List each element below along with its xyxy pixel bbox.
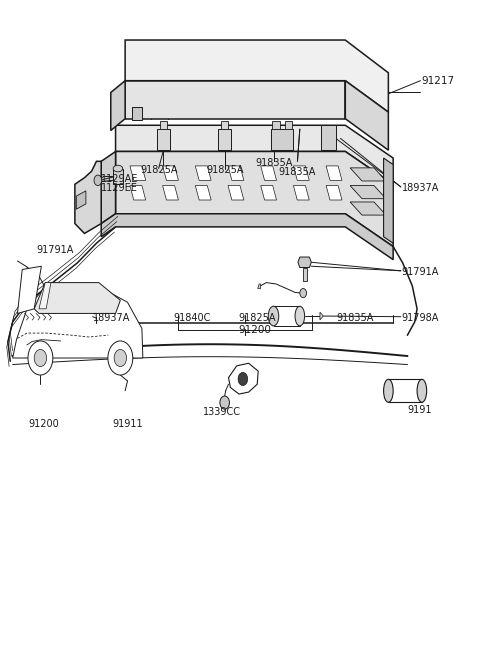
Polygon shape: [228, 166, 244, 180]
Text: 91200: 91200: [238, 325, 271, 336]
Polygon shape: [163, 166, 179, 180]
Polygon shape: [195, 166, 211, 180]
Polygon shape: [76, 191, 86, 209]
Ellipse shape: [268, 306, 279, 326]
Polygon shape: [285, 122, 292, 129]
Polygon shape: [160, 122, 167, 129]
Polygon shape: [218, 129, 231, 150]
Polygon shape: [350, 168, 386, 181]
Polygon shape: [326, 166, 342, 180]
Circle shape: [300, 288, 307, 298]
Bar: [303, 267, 307, 281]
Polygon shape: [12, 283, 143, 358]
Circle shape: [28, 341, 53, 375]
Polygon shape: [320, 312, 323, 320]
Text: 91840C: 91840C: [173, 313, 211, 323]
Ellipse shape: [113, 166, 123, 172]
Text: 91835A: 91835A: [256, 158, 293, 168]
Polygon shape: [34, 283, 120, 313]
Ellipse shape: [384, 379, 393, 402]
Polygon shape: [271, 129, 293, 150]
Polygon shape: [384, 158, 393, 243]
Circle shape: [114, 350, 127, 367]
Polygon shape: [221, 122, 228, 129]
Polygon shape: [113, 169, 123, 184]
Polygon shape: [130, 166, 146, 180]
Text: 18937A: 18937A: [93, 313, 130, 323]
Text: 1339CC: 1339CC: [203, 407, 241, 417]
Circle shape: [238, 373, 248, 386]
Text: 91200: 91200: [28, 419, 59, 428]
Polygon shape: [39, 283, 51, 309]
Text: 1129AE: 1129AE: [101, 174, 139, 184]
Polygon shape: [261, 185, 276, 200]
Circle shape: [34, 350, 47, 367]
Text: 91791A: 91791A: [36, 245, 74, 255]
Text: 91217: 91217: [422, 76, 455, 85]
Polygon shape: [322, 125, 336, 150]
Polygon shape: [17, 266, 41, 313]
Text: 91835A: 91835A: [279, 168, 316, 177]
Polygon shape: [298, 257, 312, 267]
Polygon shape: [272, 122, 280, 129]
Ellipse shape: [295, 306, 305, 326]
Polygon shape: [157, 129, 170, 150]
Polygon shape: [228, 363, 258, 394]
Text: 91798A: 91798A: [402, 313, 439, 323]
Polygon shape: [116, 152, 393, 246]
Polygon shape: [228, 185, 244, 200]
Polygon shape: [350, 185, 386, 198]
Polygon shape: [125, 81, 345, 119]
Text: 91825A: 91825A: [206, 165, 243, 175]
Polygon shape: [350, 202, 386, 215]
Circle shape: [220, 396, 229, 409]
Polygon shape: [163, 185, 179, 200]
Polygon shape: [75, 162, 101, 233]
Ellipse shape: [417, 379, 427, 402]
Polygon shape: [132, 107, 142, 120]
Text: 91911: 91911: [112, 419, 143, 428]
Polygon shape: [293, 166, 309, 180]
Polygon shape: [130, 185, 146, 200]
Text: 91825A: 91825A: [140, 165, 178, 175]
Polygon shape: [345, 81, 388, 150]
Text: 1129EE: 1129EE: [101, 183, 138, 193]
Polygon shape: [258, 284, 261, 288]
Text: 9191: 9191: [407, 405, 432, 415]
Polygon shape: [101, 214, 393, 260]
Bar: [274, 306, 300, 326]
Circle shape: [94, 175, 102, 185]
Polygon shape: [101, 152, 116, 223]
Polygon shape: [116, 125, 393, 184]
Text: 18937A: 18937A: [402, 183, 439, 193]
Polygon shape: [293, 185, 309, 200]
Text: 91791A: 91791A: [402, 267, 439, 277]
Polygon shape: [111, 81, 125, 131]
Text: 91835A: 91835A: [336, 313, 373, 323]
Circle shape: [108, 341, 133, 375]
Bar: [388, 379, 422, 402]
Polygon shape: [326, 185, 342, 200]
Polygon shape: [195, 185, 211, 200]
Polygon shape: [125, 40, 388, 112]
Polygon shape: [261, 166, 276, 180]
Text: 91825A: 91825A: [238, 313, 276, 323]
